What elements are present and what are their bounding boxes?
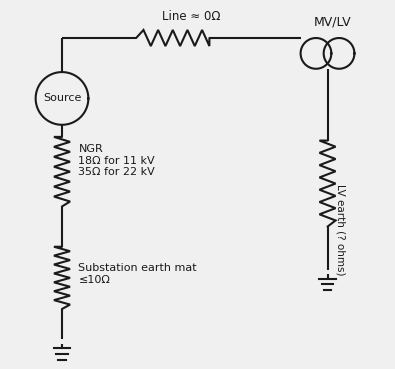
Text: MV/LV: MV/LV (314, 16, 351, 29)
Text: Substation earth mat
≤10Ω: Substation earth mat ≤10Ω (79, 263, 197, 285)
Text: Line ≈ 0Ω: Line ≈ 0Ω (162, 10, 220, 23)
Text: Source: Source (43, 93, 81, 103)
Text: LV earth (? ohms): LV earth (? ohms) (335, 184, 345, 275)
Text: NGR
18Ω for 11 kV
35Ω for 22 kV: NGR 18Ω for 11 kV 35Ω for 22 kV (79, 144, 155, 177)
